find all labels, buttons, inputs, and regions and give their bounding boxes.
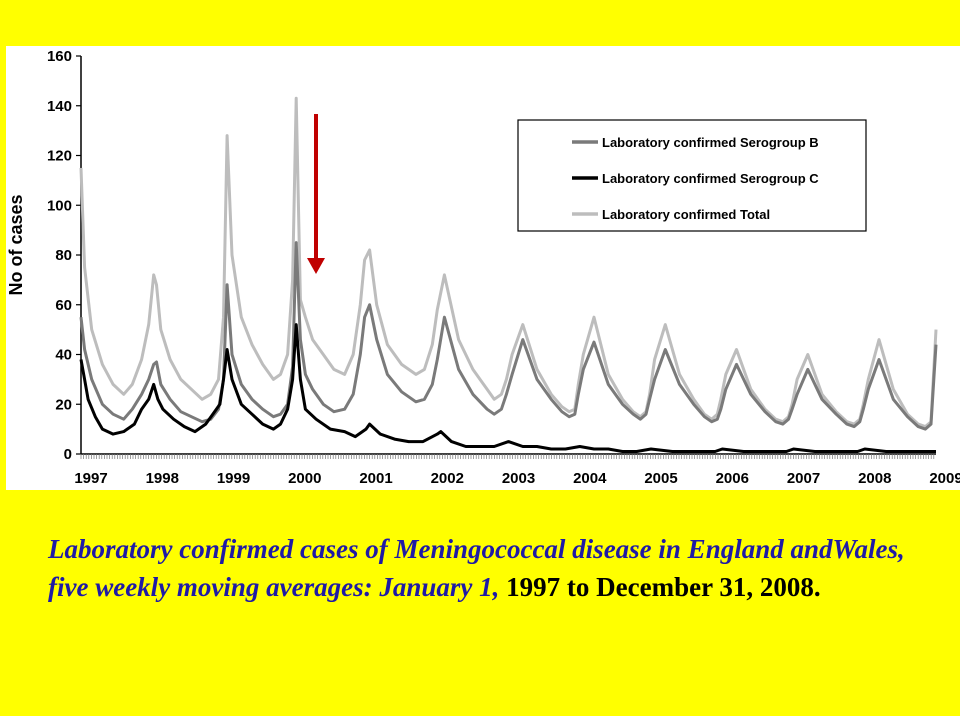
legend-label: Laboratory confirmed Serogroup B — [602, 135, 819, 150]
figure-caption: Laboratory confirmed cases of Meningococ… — [48, 530, 928, 606]
y-tick-label: 100 — [47, 197, 72, 214]
chart-panel: 0 20 40 60 80 100 120 140 160 1997 1998 1999 2000 200… — [6, 46, 960, 490]
y-tick-label: 80 — [55, 247, 72, 264]
line-chart: 0 20 40 60 80 100 120 140 160 1997 1998 1999 2000 200… — [6, 48, 960, 487]
legend-label: Laboratory confirmed Total — [602, 207, 770, 222]
x-tick-label: 2000 — [288, 470, 321, 487]
y-tick-label: 20 — [55, 396, 72, 413]
x-tick-label: 2009 — [929, 470, 960, 487]
red-arrow-annotation — [307, 114, 325, 274]
y-tick-label: 160 — [47, 48, 72, 65]
y-tick-label: 60 — [55, 297, 72, 314]
arrow-head — [307, 258, 325, 274]
x-minor-ticks — [80, 454, 935, 459]
y-tick-label: 0 — [64, 446, 72, 463]
x-tick-label: 2006 — [716, 470, 749, 487]
y-tick-label: 120 — [47, 148, 72, 165]
y-axis-label: No of cases — [6, 194, 26, 295]
x-tick-label: 2003 — [502, 470, 535, 487]
legend-label: Laboratory confirmed Serogroup C — [602, 171, 819, 186]
x-tick-label: 2005 — [644, 470, 677, 487]
x-tick-label: 1999 — [217, 470, 250, 487]
y-tick-label: 40 — [55, 347, 72, 364]
caption-italic: Laboratory confirmed cases of Meningococ… — [48, 534, 905, 602]
series-line-laboratory-confirmed-serogroup-c — [79, 323, 936, 453]
x-tick-label: 2008 — [858, 470, 891, 487]
x-tick-label: 2007 — [787, 470, 820, 487]
x-tick-label: 2002 — [431, 470, 464, 487]
x-tick-label: 2001 — [359, 470, 392, 487]
x-tick-label: 1997 — [74, 470, 107, 487]
chart-legend: Laboratory confirmed Serogroup B Laborato… — [517, 119, 867, 232]
x-tick-label: 2004 — [573, 470, 607, 487]
caption-date-range: 1997 to December 31, 2008. — [506, 572, 821, 602]
x-tick-label: 1998 — [146, 470, 179, 487]
x-minor-tick-marks — [80, 454, 935, 459]
series-line-laboratory-confirmed-serogroup-b — [79, 241, 938, 431]
chart-axes: 0 20 40 60 80 100 120 140 160 1997 1998 1999 2000 200… — [6, 48, 960, 487]
y-tick-label: 140 — [47, 98, 72, 115]
series-layer — [79, 96, 938, 453]
